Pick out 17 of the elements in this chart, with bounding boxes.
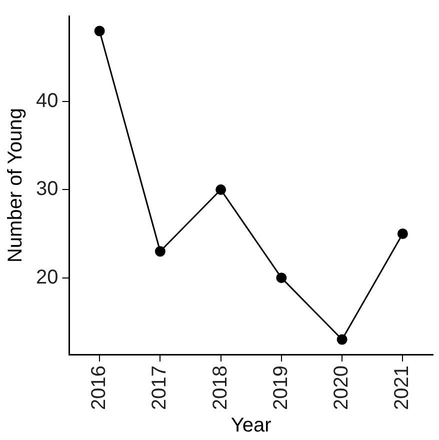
x-tick-label: 2020: [330, 366, 353, 410]
x-tick-label: 2016: [88, 366, 110, 410]
point: [397, 228, 408, 239]
y-tick-label: 40: [36, 90, 58, 112]
x-tick-label: 2021: [391, 366, 414, 410]
point: [94, 26, 105, 36]
y-axis-title: Number of Young: [4, 108, 27, 263]
point: [216, 184, 226, 195]
point: [276, 272, 287, 284]
x-axis-title: Year: [230, 414, 272, 437]
y-tick-label: 20: [36, 266, 58, 288]
point: [154, 246, 166, 257]
y-tick-label: 30: [36, 178, 58, 200]
x-tick-label: 2018: [209, 366, 232, 410]
x-tick-label: 2017: [148, 366, 171, 410]
point: [336, 334, 348, 345]
x-tick-label: 2019: [270, 366, 292, 410]
